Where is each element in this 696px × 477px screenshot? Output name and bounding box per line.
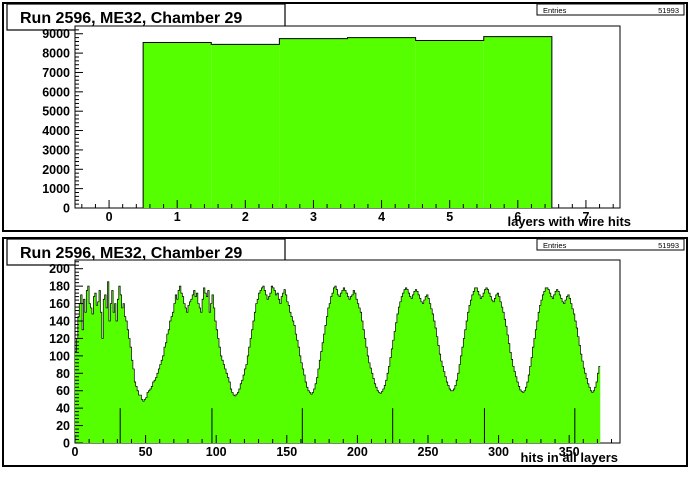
y-tick-label: 120: [49, 332, 70, 346]
plot-area-top: 0 1000 2000 3000 4000 5000 6000 7000 8000 9000 0 1 2…: [42, 25, 621, 224]
x-tick-label: 4: [378, 210, 385, 224]
chart-title-top: Run 2596, ME32, Chamber 29: [20, 10, 242, 27]
y-tick-label: 5000: [42, 105, 70, 119]
x-tick-label: 350: [559, 445, 580, 459]
x-tick-label: 0: [106, 210, 113, 224]
x-tick-label: 2: [242, 210, 249, 224]
chart-title-bottom: Run 2596, ME32, Chamber 29: [20, 245, 242, 262]
x-tick-label: 6: [514, 210, 521, 224]
x-tick-label: 0: [72, 445, 79, 459]
y-tick-label: 2000: [42, 163, 70, 177]
y-tick-label: 0: [63, 202, 70, 216]
x-tick-label: 7: [582, 210, 589, 224]
y-tick-label: 100: [49, 349, 70, 363]
y-tick-label: 160: [49, 297, 70, 311]
bar-5: [415, 40, 484, 209]
y-tick-label: 4000: [42, 124, 70, 138]
bar-6: [483, 36, 552, 208]
bar-4: [347, 37, 416, 208]
bar-2: [211, 44, 280, 208]
bar-1: [143, 42, 212, 209]
y-tick-label: 40: [56, 402, 70, 416]
stats-value-top: 51993: [658, 6, 679, 15]
x-tick-label: 200: [347, 445, 368, 459]
y-tick-label: 9000: [42, 27, 70, 41]
x-axis-label-bottom: hits in all layers: [520, 450, 618, 465]
x-tick-label: 300: [488, 445, 509, 459]
y-tick-label: 60: [56, 384, 70, 398]
x-tick-label: 100: [206, 445, 227, 459]
y-tick-label: 200: [49, 262, 70, 276]
y-tick-label: 3000: [42, 143, 70, 157]
x-tick-label: 250: [418, 445, 439, 459]
x-axis-label-top: layers with wire hits: [507, 214, 631, 229]
histogram-outline: [75, 281, 601, 402]
x-tick-label: 3: [310, 210, 317, 224]
bar-3: [279, 38, 348, 208]
y-tick-label: 80: [56, 367, 70, 381]
stats-label-bottom: Entries: [543, 241, 567, 250]
y-tick-label: 7000: [42, 66, 70, 80]
y-tick-label: 0: [63, 437, 70, 451]
histogram-fill: [75, 281, 601, 443]
x-tick-label: 50: [139, 445, 153, 459]
histogram-outline: [142, 36, 553, 208]
x-tick-label: 1: [174, 210, 181, 224]
stats-box-top: [536, 3, 685, 16]
y-tick-label: 180: [49, 280, 70, 294]
stats-value-bottom: 51993: [658, 241, 679, 250]
y-tick-label: 140: [49, 315, 70, 329]
y-tick-label: 20: [56, 419, 70, 433]
x-tick-label: 150: [276, 445, 297, 459]
stats-box-bottom: [536, 238, 685, 251]
x-tick-label: 5: [446, 210, 453, 224]
y-tick-label: 8000: [42, 47, 70, 61]
y-tick-label: 1000: [42, 182, 70, 196]
y-tick-label: 6000: [42, 85, 70, 99]
stats-label-top: Entries: [543, 6, 567, 15]
